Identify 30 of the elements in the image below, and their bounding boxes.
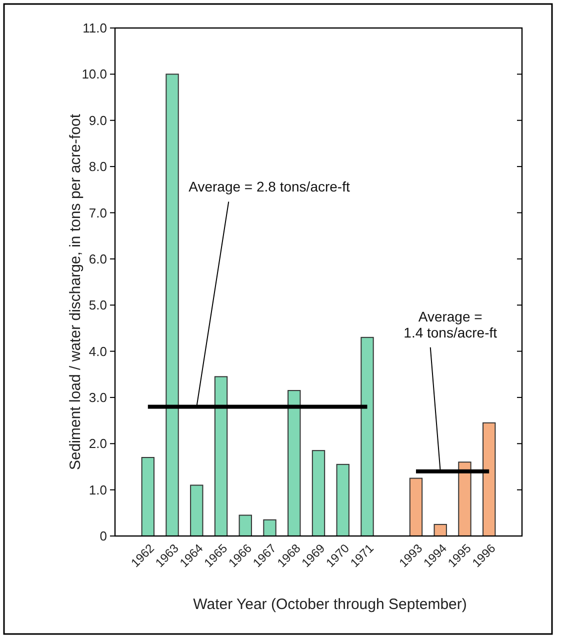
bar: [288, 390, 301, 536]
bar: [336, 464, 350, 536]
y-tick-label: 2.0: [88, 436, 107, 452]
bar: [141, 456, 154, 536]
bar: [238, 514, 252, 536]
y-tick-label: 7.0: [88, 205, 107, 220]
bar: [458, 462, 472, 536]
y-tick-label: 10.0: [82, 66, 107, 82]
bar: [434, 524, 447, 536]
bar: [482, 422, 496, 536]
y-tick-label: 1.0: [88, 482, 107, 498]
y-tick-label: 8.0: [88, 159, 107, 174]
x-axis-title: Water Year (October through September): [193, 596, 467, 613]
y-tick-label: 3.0: [88, 390, 107, 406]
y-tick-label: 5.0: [88, 298, 107, 313]
y-tick-label: 0: [100, 528, 107, 544]
y-axis-title: Sediment load / water discharge, in tons per acre-foot: [67, 113, 84, 470]
y-tick-label: 9.0: [88, 112, 107, 128]
bar: [409, 478, 423, 536]
bar: [214, 376, 228, 536]
y-tick-label: 6.0: [88, 251, 107, 266]
y-tick-label: 4.0: [88, 344, 107, 359]
bar: [166, 74, 179, 536]
y-tick-label: 11.0: [82, 20, 107, 36]
bar: [263, 519, 276, 536]
annotation: Average = 1.4 tons/acre-ft: [404, 308, 498, 340]
bar: [360, 336, 374, 536]
annotation: Average = 2.8 tons/acre-ft: [188, 178, 350, 195]
bar: [312, 450, 326, 536]
bar: [190, 484, 204, 536]
